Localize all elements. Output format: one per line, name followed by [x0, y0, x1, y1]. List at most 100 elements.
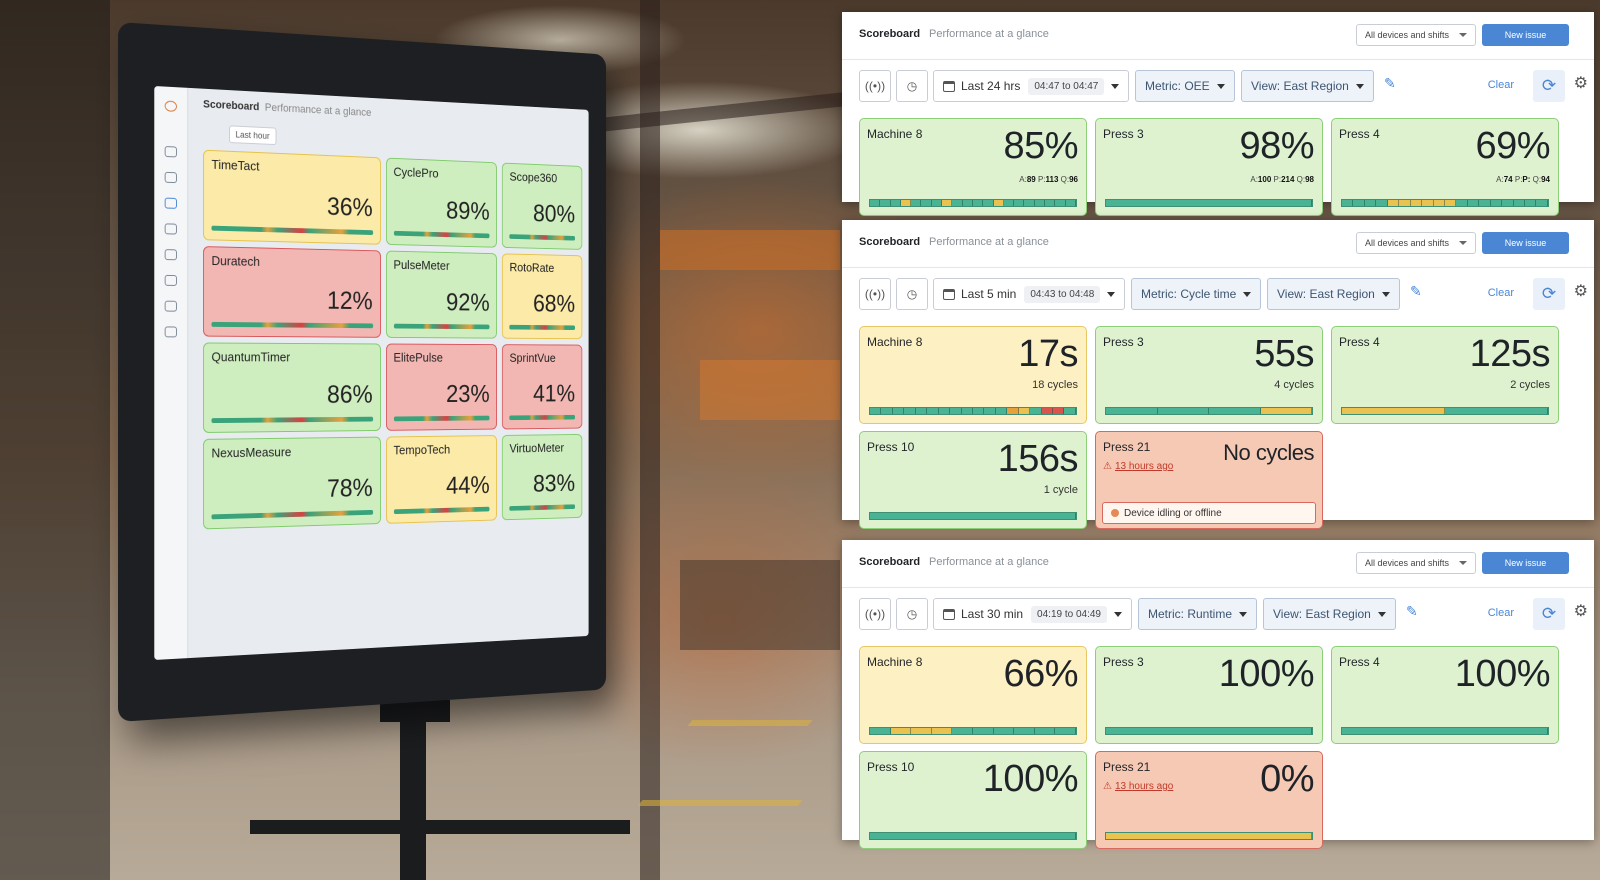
device-tile[interactable]: Machine 8 85% A:89 P:113 Q:96 — [859, 118, 1087, 216]
timeline-segment — [972, 200, 984, 206]
time-range-selector[interactable]: Last 5 min 04:43 to 04:48 — [933, 278, 1126, 310]
timeline-segment — [881, 408, 893, 414]
device-tile[interactable]: Press 21 0% ⚠ 13 hours ago — [1095, 751, 1323, 849]
live-broadcast-button[interactable]: ((•)) — [859, 70, 891, 102]
view-dropdown[interactable]: View: East Region — [1241, 70, 1374, 102]
chevron-down-icon — [1107, 291, 1116, 297]
monitor-status-bar — [393, 323, 490, 330]
status-timeline-bar — [1341, 407, 1549, 415]
device-name: Press 3 — [1103, 655, 1144, 669]
status-timeline-bar — [869, 727, 1077, 735]
monitor-device-tile: VirtuoMeter 83% — [502, 433, 583, 521]
clear-button[interactable]: Clear — [1487, 287, 1514, 299]
scope-dropdown[interactable]: All devices and shifts — [1356, 232, 1476, 254]
refresh-button[interactable]: ⟳ — [1533, 70, 1565, 102]
timeline-segment — [1376, 200, 1388, 206]
monitor-status-bar — [211, 225, 373, 236]
device-tile[interactable]: Press 3 100% — [1095, 646, 1323, 744]
monitor-device-value: 41% — [533, 379, 576, 407]
clock-icon: ◷ — [906, 607, 918, 621]
timeline-segment — [1209, 408, 1261, 414]
metric-dropdown[interactable]: Metric: OEE — [1135, 70, 1235, 102]
monitor-screen: Scoreboard Performance at a glance Last h… — [154, 85, 589, 660]
scope-dropdown[interactable]: All devices and shifts — [1356, 24, 1476, 46]
device-name: Press 3 — [1103, 335, 1144, 349]
device-tile[interactable]: Press 3 98% A:100 P:214 Q:98 — [1095, 118, 1323, 216]
status-timeline-bar — [869, 199, 1077, 207]
device-tile[interactable]: Press 4 69% A:74 P:P: Q:94 — [1331, 118, 1559, 216]
live-broadcast-button[interactable]: ((•)) — [859, 598, 891, 630]
monitor-status-bar — [393, 415, 490, 422]
device-tile[interactable]: Press 21 No cycles ⚠ 13 hours ago Device idl… — [1095, 431, 1323, 529]
history-button[interactable]: ◷ — [896, 598, 928, 630]
monitor-device-value: 78% — [327, 472, 373, 503]
timeline-segment — [1055, 728, 1076, 734]
clear-button[interactable]: Clear — [1487, 607, 1514, 619]
metric-value: 55s — [1254, 333, 1314, 375]
monitor-subtitle: Performance at a glance — [264, 101, 372, 119]
last-seen-link[interactable]: ⚠ 13 hours ago — [1103, 461, 1173, 472]
scope-dropdown[interactable]: All devices and shifts — [1356, 552, 1476, 574]
timeline-segment — [1018, 408, 1031, 414]
time-range-span: 04:19 to 04:49 — [1031, 605, 1107, 623]
chevron-down-icon — [1216, 83, 1225, 89]
time-range-span: 04:43 to 04:48 — [1024, 285, 1101, 303]
monitor-device-name: CyclePro — [393, 164, 439, 181]
timeline-segment — [1106, 200, 1312, 206]
metric-dropdown[interactable]: Metric: Cycle time — [1131, 278, 1262, 310]
history-button[interactable]: ◷ — [896, 70, 928, 102]
timeline-segment — [911, 200, 922, 206]
metric-value: 85% — [1003, 125, 1078, 167]
edit-icon[interactable]: ✎ — [1406, 603, 1418, 619]
new-issue-button[interactable]: New issue — [1482, 552, 1569, 574]
monitor-device-value: 44% — [446, 470, 490, 500]
metric-dropdown[interactable]: Metric: Runtime — [1138, 598, 1258, 630]
monitor-device-tile: Duratech 12% — [203, 246, 381, 338]
device-tile[interactable]: Press 10 156s 1 cycle — [859, 431, 1087, 529]
timeline-segment — [892, 408, 905, 414]
device-tile[interactable]: Machine 8 17s 18 cycles — [859, 326, 1087, 424]
oee-a-value: 89 — [1026, 175, 1036, 184]
monitor-device-value: 36% — [327, 191, 373, 222]
timeline-segment — [870, 200, 881, 206]
edit-icon[interactable]: ✎ — [1384, 75, 1396, 91]
device-tile-grid: Machine 8 66% Press 3 100% Press 4 100% Press … — [859, 646, 1577, 849]
metric-value: 69% — [1475, 125, 1550, 167]
live-broadcast-button[interactable]: ((•)) — [859, 278, 891, 310]
oee-q-value: 94 — [1541, 175, 1550, 184]
gear-icon[interactable]: ⚙ — [1573, 283, 1588, 300]
device-tile[interactable]: Machine 8 66% — [859, 646, 1087, 744]
nav-icon — [164, 249, 177, 261]
status-timeline-bar — [1105, 727, 1313, 735]
monitor-device-tile: TempoTech 44% — [385, 435, 498, 524]
gear-icon[interactable]: ⚙ — [1573, 75, 1588, 92]
view-dropdown[interactable]: View: East Region — [1263, 598, 1396, 630]
timeline-segment — [870, 728, 891, 734]
refresh-button[interactable]: ⟳ — [1533, 598, 1565, 630]
new-issue-button[interactable]: New issue — [1482, 232, 1569, 254]
device-name: Machine 8 — [867, 335, 923, 349]
metric-dropdown-label: Metric: Cycle time — [1141, 287, 1237, 301]
clear-button[interactable]: Clear — [1487, 79, 1514, 91]
timeline-segment — [1513, 200, 1525, 206]
time-range-selector[interactable]: Last 24 hrs 04:47 to 04:47 — [933, 70, 1130, 102]
device-tile[interactable]: Press 4 100% — [1331, 646, 1559, 744]
timeline-segment — [1525, 200, 1537, 206]
device-tile[interactable]: Press 3 55s 4 cycles — [1095, 326, 1323, 424]
refresh-button[interactable]: ⟳ — [1533, 278, 1565, 310]
edit-icon[interactable]: ✎ — [1410, 283, 1422, 299]
oee-breakdown: A:89 P:113 Q:96 — [1019, 175, 1078, 184]
gear-icon[interactable]: ⚙ — [1573, 603, 1588, 620]
time-range-selector[interactable]: Last 30 min 04:19 to 04:49 — [933, 598, 1132, 630]
status-timeline-bar — [869, 407, 1077, 415]
view-dropdown[interactable]: View: East Region — [1267, 278, 1400, 310]
history-button[interactable]: ◷ — [896, 278, 928, 310]
device-tile[interactable]: Press 4 125s 2 cycles — [1331, 326, 1559, 424]
timeline-segment — [942, 200, 953, 206]
new-issue-button[interactable]: New issue — [1482, 24, 1569, 46]
timeline-segment — [1445, 408, 1548, 414]
monitor-device-tile: NexusMeasure 78% — [203, 436, 381, 530]
chevron-down-icon — [1459, 241, 1467, 245]
last-seen-link[interactable]: ⚠ 13 hours ago — [1103, 781, 1173, 792]
device-tile[interactable]: Press 10 100% — [859, 751, 1087, 849]
